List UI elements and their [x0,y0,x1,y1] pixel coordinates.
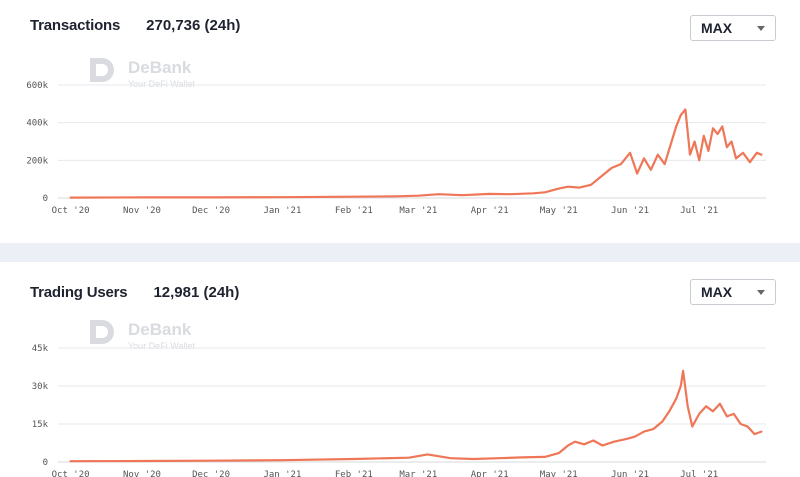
x-tick-label: Feb '21 [335,470,373,477]
y-tick-label: 0 [43,194,48,204]
y-tick-label: 600k [26,81,48,91]
range-select[interactable]: MAX [690,279,776,305]
y-tick-label: 400k [26,119,48,129]
range-select-value: MAX [701,284,733,300]
x-tick-label: Jul '21 [680,206,718,216]
y-tick-label: 15k [32,420,49,430]
x-tick-label: Jun '21 [611,206,649,216]
x-tick-label: Jun '21 [611,470,649,477]
chevron-down-icon [757,25,765,31]
watermark-brand: DeBank [128,320,192,339]
range-select[interactable]: MAX [690,15,776,41]
x-tick-label: Apr '21 [471,470,509,477]
y-tick-label: 45k [32,344,49,354]
x-tick-label: Nov '20 [123,206,161,216]
series-line [69,369,763,463]
watermark-tagline: Your DeFi Wallet [128,79,195,89]
x-tick-label: Jan '21 [263,206,301,216]
x-tick-label: Oct '20 [52,470,90,477]
x-tick-label: Mar '21 [399,470,437,477]
x-tick-label: Feb '21 [335,206,373,216]
watermark-brand: DeBank [128,58,192,77]
range-select-value: MAX [701,20,733,36]
y-tick-label: 30k [32,382,49,392]
series-line [69,108,763,199]
debank-logo-icon [90,58,114,82]
trading-users-panel: Trading Users 12,981 (24h) MAX DeBank You… [0,262,800,477]
x-tick-label: Jan '21 [263,470,301,477]
debank-logo-icon [90,320,114,344]
watermark-tagline: Your DeFi Wallet [128,341,195,351]
transactions-panel: Transactions 270,736 (24h) MAX DeBank You… [26,0,776,216]
panel-stat: 270,736 (24h) [146,16,241,34]
x-tick-label: Dec '20 [192,206,230,216]
y-tick-label: 200k [26,156,48,166]
chevron-down-icon [757,289,765,295]
x-tick-label: Jul '21 [680,470,718,477]
panel-header: Trading Users 12,981 (24h) [30,262,239,322]
panel-header: Transactions 270,736 (24h) [30,0,240,50]
x-tick-label: Mar '21 [399,206,437,216]
panel-title: Trading Users [30,283,128,301]
trading-users-chart: DeBank Your DeFi Wallet 0 15k 30k 45k Oct '20 N… [32,320,766,477]
x-tick-label: Dec '20 [192,470,230,477]
panel-title: Transactions [30,16,121,34]
transactions-chart: DeBank Your DeFi Wallet 0 200k 400k 600k Oct '… [26,58,766,216]
x-tick-label: Nov '20 [123,470,161,477]
x-tick-label: May '21 [540,206,578,216]
panel-divider [0,243,800,262]
x-tick-label: Apr '21 [471,206,509,216]
panel-stat: 12,981 (24h) [153,283,240,301]
x-tick-label: May '21 [540,470,578,477]
y-tick-label: 0 [43,458,48,468]
x-tick-label: Oct '20 [52,206,90,216]
